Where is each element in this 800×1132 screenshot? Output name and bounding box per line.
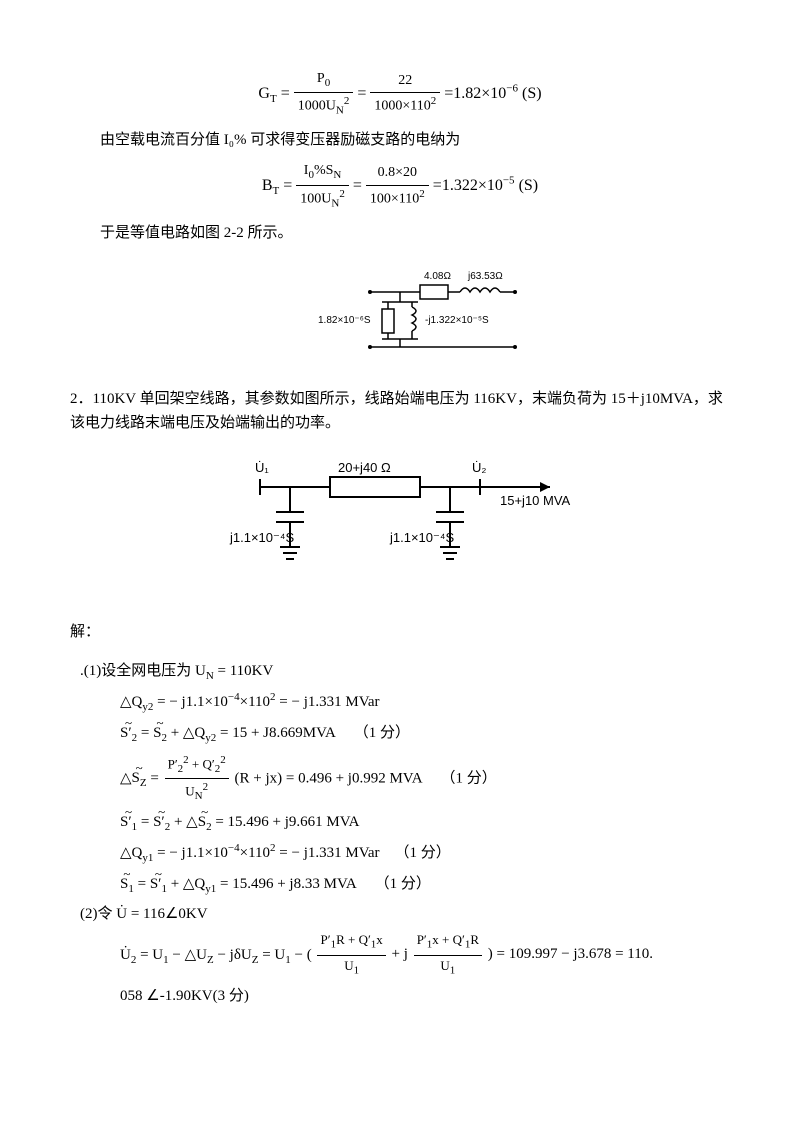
svg-text:j1.1×10⁻⁴S: j1.1×10⁻⁴S (229, 530, 294, 545)
fraction: 22 1000×1102 (370, 70, 440, 118)
step-1-head: .(1)设全网电压为 UN = 110KV (80, 659, 730, 686)
solution-line: S1 = S′1 + △Qy1 = 15.496 + j8.33 MVA （1 … (120, 872, 730, 899)
solution-line: △Qy1 = − j1.1×10−4×1102 = − j1.331 MVar … (120, 840, 730, 868)
solution-label: 解： (70, 620, 730, 644)
svg-text:15+j10 MVA: 15+j10 MVA (500, 493, 571, 508)
svg-text:1.82×10⁻⁶S: 1.82×10⁻⁶S (318, 315, 371, 326)
solution-line: U̇2 = U1 − △UZ − jδUZ = U1 − ( P′1R + Q′… (120, 930, 730, 979)
eq-lhs: GT = (258, 85, 289, 102)
problem-2-text: 2．110KV 单回架空线路，其参数如图所示，线路始端电压为 116KV，末端负… (70, 387, 730, 435)
equation-bt: BT = I0%SN 100UN2 = 0.8×20 100×1102 =1.3… (70, 160, 730, 212)
solution-line: 058 ∠-1.90KV(3 分) (120, 984, 730, 1008)
paragraph-2: 于是等值电路如图 2-2 所示。 (70, 221, 730, 245)
svg-text:4.08Ω: 4.08Ω (424, 271, 451, 282)
svg-text:U̇₂: U̇₂ (472, 460, 486, 475)
fraction: P0 1000UN2 (294, 68, 354, 120)
circuit-diagram-2: U̇₁ 20+j40 Ω U̇₂ 15+j10 MVA j1.1×10⁻⁴S j… (70, 447, 730, 605)
solution-line: △Qy2 = − j1.1×10−4×1102 = − j1.331 MVar (120, 689, 730, 717)
solution-line: S′1 = S′2 + △S2 = 15.496 + j9.661 MVA (120, 810, 730, 837)
svg-text:j63.53Ω: j63.53Ω (467, 271, 503, 282)
svg-text:j1.1×10⁻⁴S: j1.1×10⁻⁴S (389, 530, 454, 545)
svg-text:U̇₁: U̇₁ (255, 460, 269, 475)
solution-line: S′2 = S2 + △Qy2 = 15 + J8.669MVA （1 分） (120, 721, 730, 748)
svg-text:-j1.322×10⁻⁵S: -j1.322×10⁻⁵S (425, 315, 489, 326)
step-2-head: (2)令 U̇ = 116∠0KV (80, 902, 730, 926)
svg-text:20+j40 Ω: 20+j40 Ω (338, 460, 391, 475)
paragraph-1: 由空载电流百分值 I₀% 可求得变压器励磁支路的电纳为 (70, 128, 730, 152)
equation-gt: GT = P0 1000UN2 = 22 1000×1102 =1.82×10−… (70, 68, 730, 120)
circuit-diagram-1: 4.08Ω j63.53Ω 1.82×10⁻⁶S -j1.322×10⁻⁵S (70, 257, 730, 375)
solution-block: .(1)设全网电压为 UN = 110KV △Qy2 = − j1.1×10−4… (70, 659, 730, 1008)
solution-line: △SZ = P′22 + Q′22UN2 (R + jx) = 0.496 + … (120, 752, 730, 806)
